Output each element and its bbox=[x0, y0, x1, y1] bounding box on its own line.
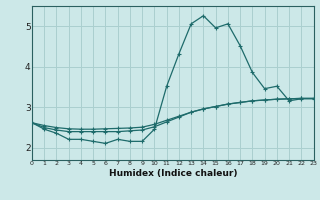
X-axis label: Humidex (Indice chaleur): Humidex (Indice chaleur) bbox=[108, 169, 237, 178]
